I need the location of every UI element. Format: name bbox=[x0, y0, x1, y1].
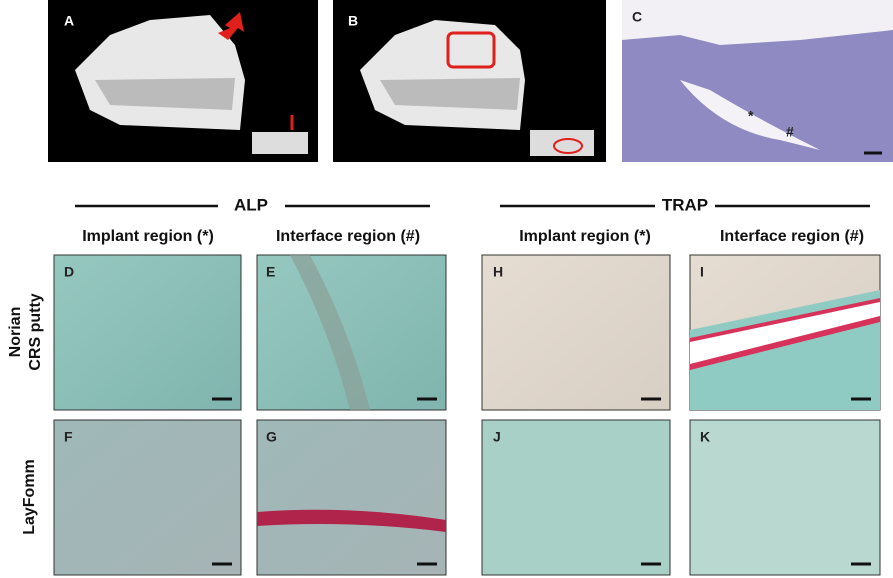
panel-label: H bbox=[493, 264, 503, 280]
panel-j bbox=[481, 419, 671, 576]
section-trap: TRAP Implant region (*) Interface region… bbox=[500, 195, 870, 245]
panel-label: E bbox=[266, 264, 275, 280]
column-header: Interface region (#) bbox=[276, 228, 420, 245]
panel-a: A bbox=[48, 0, 318, 162]
row-label: LayFomm bbox=[21, 459, 38, 535]
panel-d bbox=[53, 254, 242, 411]
panel-label: F bbox=[64, 429, 73, 445]
row-label-line: LayFomm bbox=[21, 459, 38, 535]
panel-e bbox=[256, 254, 447, 411]
panel-label: J bbox=[493, 429, 501, 445]
panel-label: I bbox=[700, 264, 704, 280]
panel-label: G bbox=[266, 429, 277, 445]
panel-label: A bbox=[64, 13, 74, 29]
section-title: ALP bbox=[234, 195, 268, 214]
panel-f bbox=[53, 419, 242, 576]
section-alp: ALP Implant region (*) Interface region … bbox=[75, 195, 430, 245]
panel-k bbox=[689, 419, 881, 576]
panel-label: K bbox=[700, 429, 710, 445]
column-header: Implant region (*) bbox=[82, 228, 214, 245]
panel-i bbox=[689, 254, 881, 411]
row-label-line: Norian bbox=[7, 307, 24, 358]
marker: # bbox=[786, 124, 794, 140]
panel-g bbox=[256, 419, 447, 576]
row-label-line: CRS putty bbox=[27, 293, 44, 370]
panel-b: B bbox=[333, 0, 606, 162]
panel-c: C * # bbox=[622, 0, 893, 162]
column-header: Interface region (#) bbox=[720, 228, 864, 245]
section-title: TRAP bbox=[662, 195, 708, 214]
panel-label: D bbox=[64, 264, 74, 280]
panel-label: C bbox=[632, 9, 642, 25]
panel-label: B bbox=[348, 13, 358, 29]
column-header: Implant region (*) bbox=[519, 228, 651, 245]
marker: * bbox=[748, 108, 754, 124]
row-label: Norian CRS putty bbox=[7, 293, 44, 370]
panel-h bbox=[481, 254, 671, 411]
